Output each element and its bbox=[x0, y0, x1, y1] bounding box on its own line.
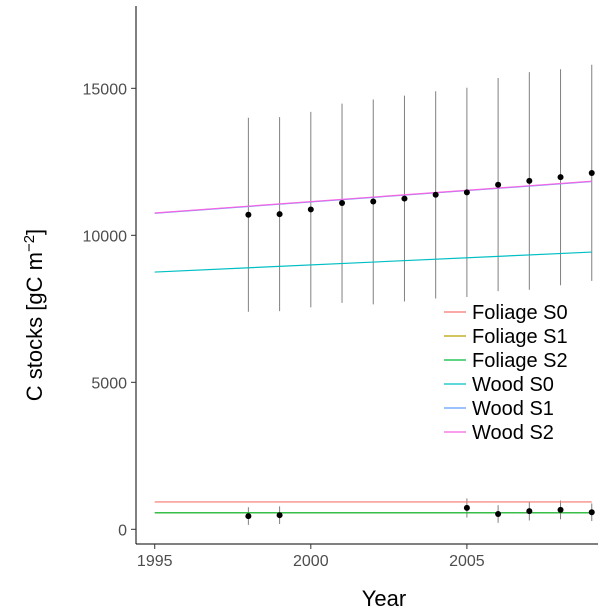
x-tick-label: 2005 bbox=[449, 553, 485, 570]
y-axis-title-close: ] bbox=[22, 229, 47, 235]
data-point bbox=[526, 508, 533, 515]
x-ticks: 1995 2000 2005 bbox=[137, 544, 485, 570]
y-axis-title: C stocks [gC m−2] bbox=[21, 229, 48, 401]
legend-label: Wood S1 bbox=[472, 398, 554, 420]
data-point bbox=[245, 513, 252, 520]
data-point bbox=[339, 199, 346, 206]
data-point bbox=[432, 191, 439, 198]
x-tick-label: 1995 bbox=[137, 553, 173, 570]
series-line bbox=[154, 180, 592, 214]
x-tick-label: 2000 bbox=[293, 553, 329, 570]
data-point bbox=[307, 206, 314, 213]
data-point bbox=[588, 169, 595, 176]
data-point bbox=[370, 198, 377, 205]
data-point bbox=[276, 211, 283, 218]
data-point bbox=[588, 509, 595, 516]
data-point bbox=[245, 211, 252, 218]
y-tick-label: 5000 bbox=[91, 375, 127, 392]
legend-label: Wood S2 bbox=[472, 422, 554, 444]
data-point bbox=[495, 511, 502, 518]
legend-label: Wood S0 bbox=[472, 374, 554, 396]
y-tick-label: 15000 bbox=[83, 81, 128, 98]
legend-label: Foliage S1 bbox=[472, 326, 568, 348]
y-tick-label: 10000 bbox=[83, 228, 128, 245]
y-axis-title-main: C stocks [gC m bbox=[22, 252, 47, 401]
data-point bbox=[526, 177, 533, 184]
data-point bbox=[557, 174, 564, 181]
y-axis-title-superscript: −2 bbox=[21, 235, 38, 252]
data-point bbox=[495, 181, 502, 188]
series-line bbox=[154, 251, 592, 273]
legend-label: Foliage S0 bbox=[472, 302, 568, 324]
legend-label: Foliage S2 bbox=[472, 350, 568, 372]
data-point bbox=[463, 189, 470, 196]
data-point bbox=[276, 512, 283, 519]
data-point bbox=[401, 195, 408, 202]
data-point bbox=[463, 504, 470, 511]
x-axis-title: Year bbox=[362, 586, 406, 611]
y-tick-label: 0 bbox=[118, 522, 127, 539]
y-ticks: 0 5000 10000 15000 bbox=[83, 81, 136, 539]
plot-marks bbox=[154, 64, 595, 525]
data-point bbox=[557, 506, 564, 513]
